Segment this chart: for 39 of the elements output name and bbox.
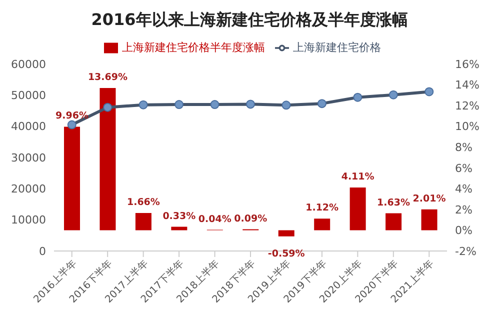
y-tick-label: 20000 — [11, 182, 46, 196]
legend-label: 上海新建住宅价格半年度涨幅 — [122, 41, 265, 54]
bar — [386, 213, 402, 230]
y2-tick-label: 6% — [455, 162, 472, 175]
y2-tick-label: 4% — [455, 182, 472, 196]
data-label: 1.66% — [126, 196, 160, 208]
data-label: 0.09% — [234, 213, 268, 224]
y2-tick-label: 10% — [455, 120, 480, 134]
bar — [350, 188, 366, 230]
bar — [421, 209, 438, 230]
y2-tick-label: 14% — [455, 78, 480, 92]
bar — [314, 218, 330, 230]
legend-label: 上海新建住宅价格 — [293, 41, 381, 54]
y-tick-label: 10000 — [11, 214, 46, 227]
y2-tick-label: 16% — [455, 58, 480, 71]
data-label: 0.33% — [162, 210, 196, 222]
data-label: 2.01% — [412, 193, 446, 204]
y-tick-label: 0 — [39, 244, 46, 258]
data-label: 4.11% — [341, 172, 375, 183]
data-label: 1.63% — [377, 197, 410, 208]
y-tick-label: 40000 — [11, 120, 46, 134]
y2-tick-label: 8% — [455, 141, 472, 154]
bar — [135, 212, 152, 230]
data-label: 1.12% — [306, 202, 340, 214]
y2-tick-label: 2% — [455, 203, 472, 216]
data-label: 13.69% — [88, 72, 128, 83]
bar — [278, 230, 294, 236]
y2-tick-label: 12% — [455, 99, 480, 112]
data-label: -0.59% — [268, 248, 306, 260]
y2-tick-label: 0% — [455, 224, 472, 238]
data-label: 9.96% — [56, 110, 89, 122]
y-tick-label: 30000 — [11, 151, 46, 164]
y-tick-label: 50000 — [11, 89, 46, 102]
bar — [100, 88, 116, 230]
bar — [64, 126, 80, 230]
y2-tick-label: -2% — [455, 244, 476, 258]
data-label: 0.04% — [198, 214, 232, 225]
chart-title: 2016年以来上海新建住宅价格及半年度涨幅 — [90, 9, 409, 31]
y-tick-label: 60000 — [11, 58, 46, 71]
